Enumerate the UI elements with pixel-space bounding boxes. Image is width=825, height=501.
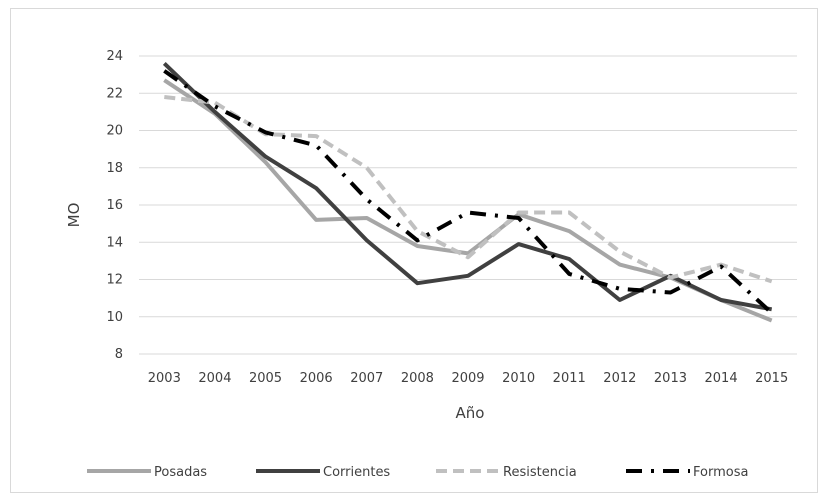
chart-frame: 8 10 12 14 16 18 20 22 24 2003 2004 2005 2006 2007 20… (10, 8, 818, 493)
x-tick-label: 2010 (502, 371, 535, 386)
y-tick-label: 20 (106, 124, 123, 139)
x-tick-label: 2007 (350, 371, 383, 386)
x-tick-label: 2004 (198, 371, 231, 386)
y-tick-label: 10 (106, 310, 123, 325)
x-tick-label: 2008 (401, 371, 434, 386)
x-tick-label: 2005 (249, 371, 282, 386)
legend-label: Posadas (154, 465, 207, 480)
x-tick-label: 2009 (451, 371, 484, 386)
y-tick-label: 22 (106, 86, 123, 101)
y-axis-title: MO (65, 203, 83, 228)
gridlines (139, 55, 797, 355)
x-tick-label: 2013 (654, 371, 687, 386)
y-tick-label: 14 (106, 235, 123, 250)
series-line-corrientes (162, 61, 773, 312)
series-line-posadas (163, 78, 773, 323)
x-tick-label: 2011 (553, 371, 586, 386)
legend-label: Corrientes (323, 465, 390, 480)
x-tick-labels: 2003 2004 2005 2006 2007 2008 2009 2010 2011 2012… (148, 371, 788, 386)
y-tick-label: 8 (115, 347, 123, 362)
legend-label: Formosa (693, 465, 748, 480)
x-tick-label: 2014 (705, 371, 738, 386)
y-tick-labels: 8 10 12 14 16 18 20 22 24 (106, 49, 123, 362)
y-tick-label: 24 (106, 49, 123, 64)
x-tick-label: 2012 (603, 371, 636, 386)
x-tick-label: 2015 (755, 371, 788, 386)
y-tick-label: 18 (106, 161, 123, 176)
legend: Posadas Corrientes Resistencia Formosa (87, 465, 748, 480)
series-lines (162, 61, 774, 323)
y-tick-label: 16 (106, 198, 123, 213)
x-tick-label: 2003 (148, 371, 181, 386)
y-tick-label: 12 (106, 273, 123, 288)
x-axis-title: Año (456, 404, 485, 422)
x-tick-label: 2006 (300, 371, 333, 386)
legend-label: Resistencia (503, 465, 577, 480)
